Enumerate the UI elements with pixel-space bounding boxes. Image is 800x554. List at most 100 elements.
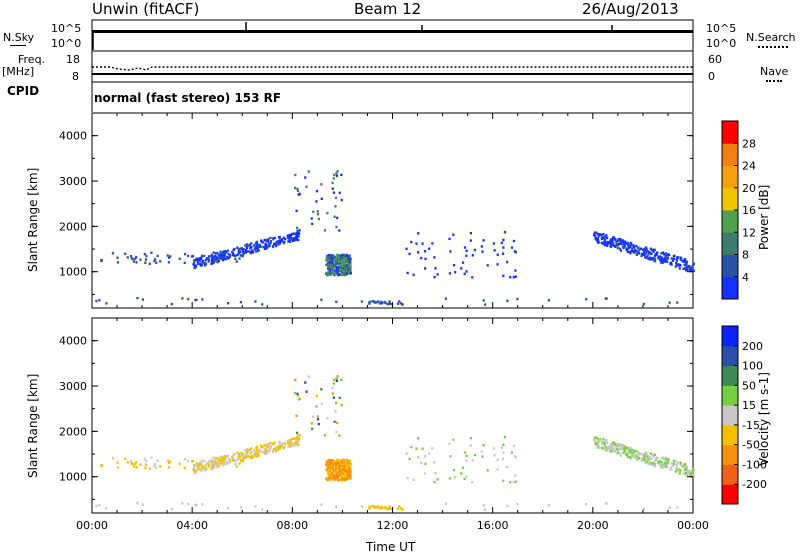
power-cell <box>630 249 633 253</box>
power-cell <box>493 249 496 252</box>
power-cell <box>332 259 335 262</box>
velocity-cell <box>679 463 682 466</box>
power-cell <box>658 255 662 258</box>
velocity-cell <box>431 447 434 450</box>
power-cell <box>685 262 688 265</box>
power-cell <box>688 265 691 268</box>
velocity-cell <box>620 445 623 448</box>
freq-label: Freq. <box>18 53 46 66</box>
velocity-cell <box>191 459 195 463</box>
velocity-cell <box>388 507 392 510</box>
velocity-cell <box>253 453 256 456</box>
velocity-cell <box>326 459 329 463</box>
velocity-cell <box>203 459 206 463</box>
velocity-cell <box>338 474 341 477</box>
power-cell <box>452 263 456 267</box>
velocity-cell <box>275 449 278 453</box>
power-cell <box>178 257 181 260</box>
velocity-cell <box>653 460 657 463</box>
velocity-cell <box>410 445 413 449</box>
velocity-cell <box>448 477 452 480</box>
velocity-cell <box>226 454 230 458</box>
power-cell <box>637 252 641 255</box>
velocity-cell <box>105 507 108 510</box>
velocity-cell <box>463 477 466 481</box>
velocity-cell <box>227 461 230 465</box>
power-cell <box>246 246 249 249</box>
power-cell <box>670 263 673 266</box>
power-cell <box>143 252 146 256</box>
power-cell <box>377 300 380 303</box>
power-cell <box>604 235 607 238</box>
velocity-cell <box>688 473 692 477</box>
power-cell <box>503 230 507 234</box>
velocity-cell <box>315 394 319 398</box>
power-cell <box>237 252 240 256</box>
velocity-cell <box>421 447 424 450</box>
velocity-cell <box>603 441 606 445</box>
power-cell <box>273 242 276 246</box>
power-cell <box>671 259 674 263</box>
velocity-cell <box>668 506 671 509</box>
power-cell <box>674 265 677 268</box>
velocity-cell <box>247 455 250 458</box>
velocity-cell <box>676 506 679 509</box>
power-cell <box>348 267 351 270</box>
power-cell <box>613 236 616 240</box>
velocity-cell <box>265 445 268 448</box>
power-cell <box>223 251 226 255</box>
power-cell <box>452 233 455 236</box>
power-cell <box>316 213 320 216</box>
velocity-cell <box>298 434 301 437</box>
power-cell <box>324 272 328 276</box>
velocity-cell <box>346 477 349 481</box>
velocity-cell <box>135 461 138 464</box>
velocity-cell <box>227 506 230 510</box>
velocity-cell <box>340 378 343 382</box>
power-cell <box>617 242 620 246</box>
power-cell <box>338 262 341 265</box>
velocity-cell <box>282 446 285 450</box>
colorbar-segment <box>722 210 738 233</box>
power-cell <box>473 248 476 252</box>
velocity-cell <box>346 460 349 463</box>
velocity-cell <box>481 455 484 458</box>
power-cell <box>660 252 663 255</box>
velocity-cell <box>334 462 337 466</box>
velocity-cell <box>251 455 254 459</box>
velocity-cell <box>328 474 331 477</box>
power-cell <box>424 249 427 253</box>
power-cell <box>144 258 148 261</box>
velocity-cell <box>496 458 499 461</box>
velocity-cell <box>647 455 651 459</box>
power-cell <box>332 177 335 180</box>
power-cell <box>615 242 618 245</box>
power-cell <box>183 261 186 265</box>
power-cell <box>346 267 349 270</box>
power-cell <box>167 256 171 259</box>
power-cell <box>685 265 688 268</box>
velocity-cell <box>244 456 247 459</box>
velocity-cell <box>327 468 330 472</box>
power-cell <box>662 251 665 254</box>
power-cell <box>331 257 334 260</box>
velocity-cell <box>676 462 679 465</box>
power-cell <box>334 273 337 276</box>
power-cell <box>200 264 203 267</box>
power-cell <box>344 256 347 260</box>
velocity-cell <box>340 473 343 477</box>
velocity-cell <box>280 443 284 447</box>
power-cell <box>295 238 298 241</box>
power-cell <box>684 257 687 261</box>
power-cell <box>326 267 330 270</box>
power-cell <box>665 253 668 257</box>
velocity-cell <box>264 449 268 453</box>
power-cell <box>417 232 420 235</box>
colorbar-tick-label: 28 <box>742 137 756 150</box>
power-cell <box>312 210 315 214</box>
power-cell <box>342 258 345 261</box>
velocity-cell <box>642 458 645 461</box>
power-cell <box>219 252 222 255</box>
velocity-cell <box>304 381 307 384</box>
